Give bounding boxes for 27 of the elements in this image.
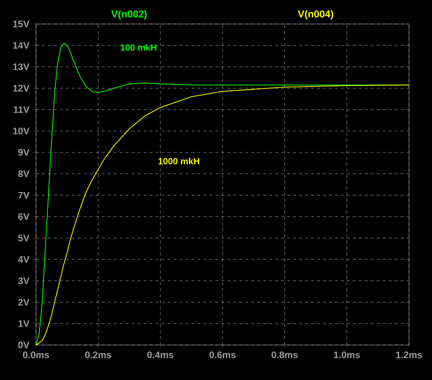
y-tick-label: 5V [18, 234, 30, 242]
x-tick-label: 0.0ms [22, 352, 50, 358]
x-tick-label: 0.2ms [85, 352, 112, 358]
text: V(n004) [298, 10, 334, 20]
y-tick-label: 7V [18, 192, 30, 198]
x-tick-label: 0.8ms [272, 352, 298, 358]
y-tick-label: 3V [18, 277, 30, 284]
y-tick-label: 0V [18, 342, 30, 348]
y-tick-label: 11V [14, 106, 30, 113]
y-tick-label: 12V [13, 84, 30, 92]
annotation: 1000 mkH [158, 158, 200, 164]
y-tick-label: 2V [18, 298, 30, 306]
y-tick-label: 4V [18, 256, 30, 263]
x-tick-label: 0.4ms [147, 352, 174, 358]
x-tick-label: 1.0ms [334, 352, 360, 358]
x-tick-label: 1.2ms [396, 352, 422, 358]
y-tick-label: 6V [18, 213, 30, 220]
y-tick-label: 10V [13, 128, 30, 134]
y-tick-label: 13V [13, 63, 30, 70]
annotation: 100 mkH [120, 44, 156, 51]
y-tick-label: 8V [18, 170, 30, 178]
x-tick-label: 0.6ms [209, 352, 236, 358]
y-tick-label: 15V [13, 20, 30, 28]
y-tick-label: 14V [13, 42, 30, 49]
y-tick-label: 9V [18, 149, 30, 156]
y-tick-label: 1V [18, 320, 30, 327]
text: V(n002) [111, 10, 147, 20]
